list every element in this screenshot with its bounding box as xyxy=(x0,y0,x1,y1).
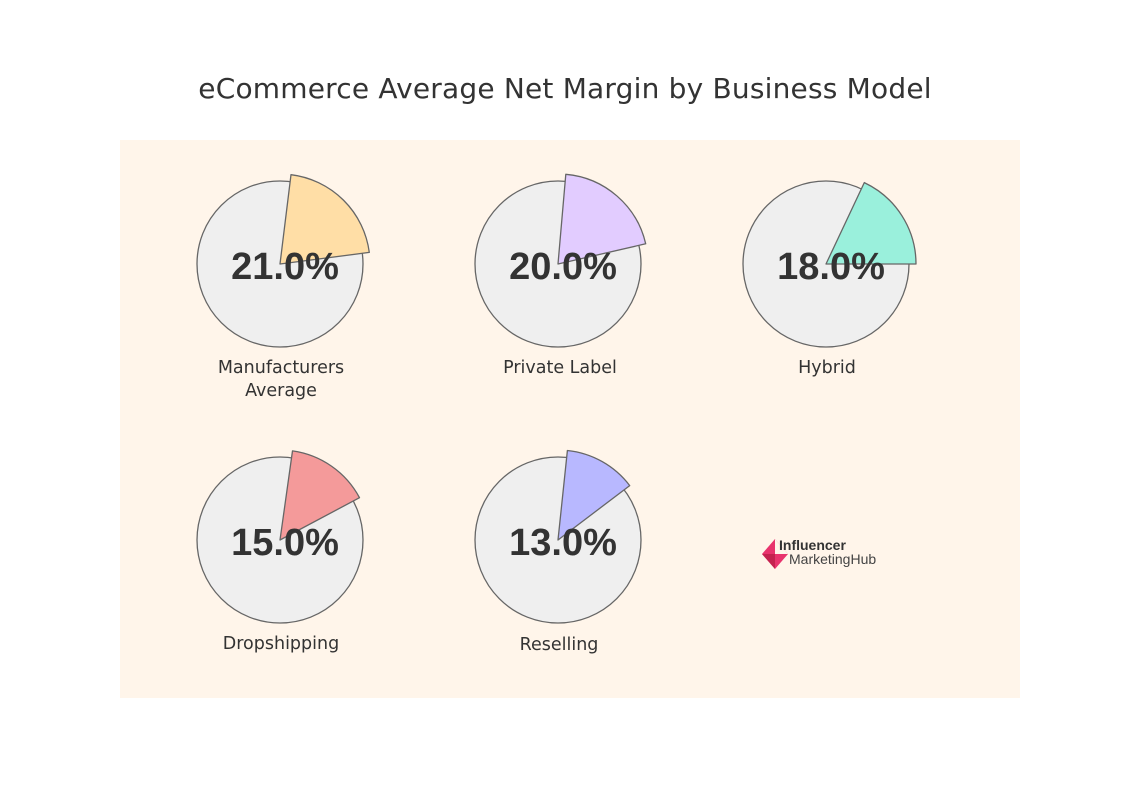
influencer-marketing-hub-logo: Influencer MarketingHub xyxy=(762,537,902,571)
pie-slice xyxy=(557,449,631,541)
pie-label-hybrid: Hybrid xyxy=(798,358,856,378)
pie-slice xyxy=(279,174,370,265)
pie-value-label: 18.0% xyxy=(777,246,885,288)
pie-manufacturers-average: 21.0% xyxy=(196,174,370,348)
logo-text-influencer: Influencer xyxy=(779,537,846,553)
pie-slice xyxy=(279,450,361,541)
pie-reselling: 13.0% xyxy=(474,449,642,624)
pie-value-label: 20.0% xyxy=(509,246,617,288)
pie-label-private-label: Private Label xyxy=(503,358,617,378)
pie-label-dropshipping: Dropshipping xyxy=(222,634,340,654)
pie-slice xyxy=(825,181,917,265)
logo-text-marketinghub: MarketingHub xyxy=(789,551,877,567)
pie-slice xyxy=(557,173,647,265)
pie-label-manufacturers-average: Manufacturers Average xyxy=(217,358,345,401)
pie-private-label: 20.0% xyxy=(474,173,647,348)
pie-hybrid: 18.0% xyxy=(742,180,917,348)
chart-title: eCommerce Average Net Margin by Business… xyxy=(198,72,932,105)
pie-value-label: 13.0% xyxy=(509,522,617,564)
pie-dropshipping: 15.0% xyxy=(196,450,364,624)
pie-label-reselling: Reselling xyxy=(519,635,599,655)
pie-value-label: 15.0% xyxy=(231,522,339,564)
pie-value-label: 21.0% xyxy=(231,246,339,288)
logo-diamond-icon xyxy=(762,539,788,569)
